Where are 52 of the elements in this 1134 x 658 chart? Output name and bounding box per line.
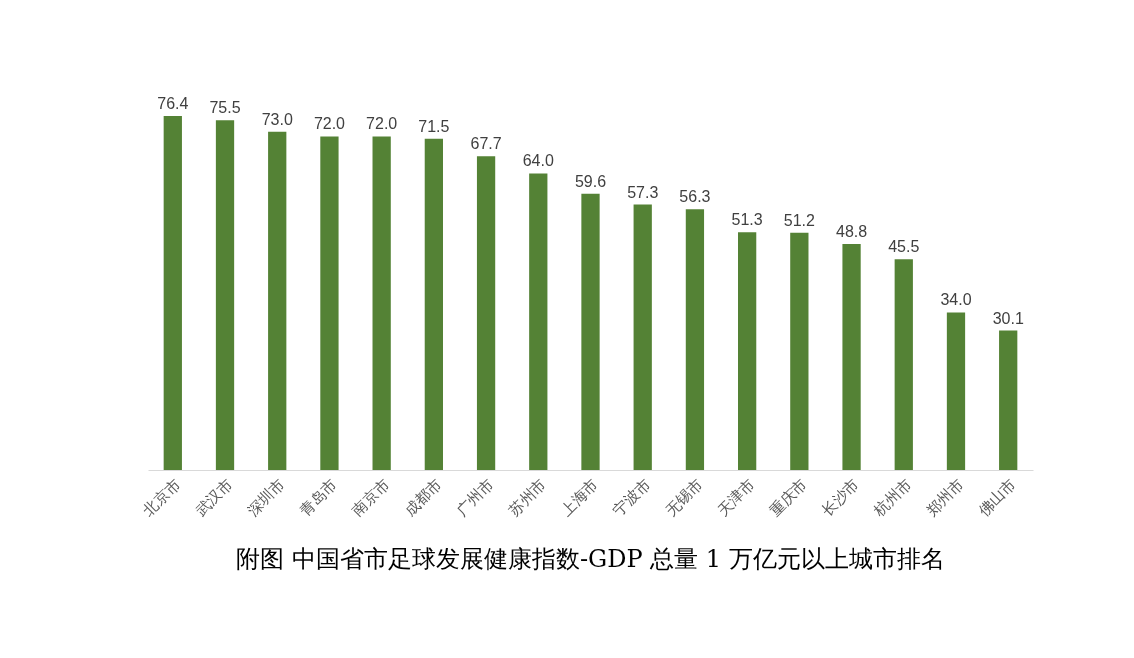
- data-label: 51.3: [731, 211, 763, 229]
- bar: [372, 136, 391, 470]
- bar: [999, 330, 1018, 470]
- data-label: 72.0: [366, 115, 398, 133]
- x-tick-label: 成都市: [400, 475, 446, 520]
- x-tick-label: 北京市: [139, 475, 185, 520]
- x-tick-label: 深圳市: [243, 475, 289, 520]
- data-label: 72.0: [313, 115, 346, 133]
- data-label: 57.3: [627, 183, 659, 201]
- x-tick-label: 苏州市: [505, 475, 550, 520]
- bar: [790, 232, 809, 470]
- data-label: 75.5: [209, 99, 241, 117]
- bar: [529, 173, 548, 470]
- data-label: 59.6: [574, 172, 607, 190]
- data-label: 34.0: [940, 291, 972, 309]
- x-tick-label: 广州市: [452, 475, 498, 520]
- x-tick-label: 青岛市: [296, 475, 341, 520]
- x-tick-label: 杭州市: [869, 475, 916, 521]
- bar: [685, 209, 705, 470]
- data-label: 45.5: [888, 238, 920, 256]
- data-label: 67.7: [470, 135, 502, 153]
- bar: [215, 120, 235, 470]
- x-tick-label: 长沙市: [818, 475, 863, 520]
- x-tick-label: 重庆市: [766, 475, 811, 520]
- bar: [320, 136, 339, 470]
- x-tick-label: 南京市: [348, 475, 393, 520]
- bar: [633, 204, 652, 470]
- data-label: 76.4: [157, 95, 189, 112]
- bar: [424, 138, 443, 470]
- x-tick-label: 佛山市: [974, 475, 1020, 520]
- data-label: 73.0: [261, 110, 293, 128]
- bar: [268, 131, 287, 470]
- bar: [894, 259, 913, 470]
- data-label: 71.5: [418, 117, 450, 135]
- data-label: 51.2: [783, 211, 816, 229]
- x-tick-label: 上海市: [557, 475, 602, 520]
- bar: [946, 312, 966, 470]
- data-label: 48.8: [835, 222, 868, 240]
- data-label: 30.1: [992, 309, 1024, 327]
- bar: [163, 116, 182, 470]
- bar: [738, 232, 757, 470]
- x-tick-label: 天津市: [713, 475, 759, 520]
- x-tick-label: 宁波市: [609, 475, 655, 520]
- bar: [476, 156, 496, 470]
- bar: [842, 243, 861, 470]
- text: 附图 中国省市足球发展健康指数-GDP 总量 1 万亿元以上城市排名: [236, 545, 945, 574]
- bar: [581, 193, 600, 470]
- x-tick-label: 武汉市: [191, 475, 237, 520]
- data-label: 64.0: [522, 152, 554, 170]
- data-label: 56.3: [679, 188, 711, 206]
- x-tick-label: 郑州市: [922, 475, 968, 520]
- x-tick-label: 无锡市: [661, 475, 707, 520]
